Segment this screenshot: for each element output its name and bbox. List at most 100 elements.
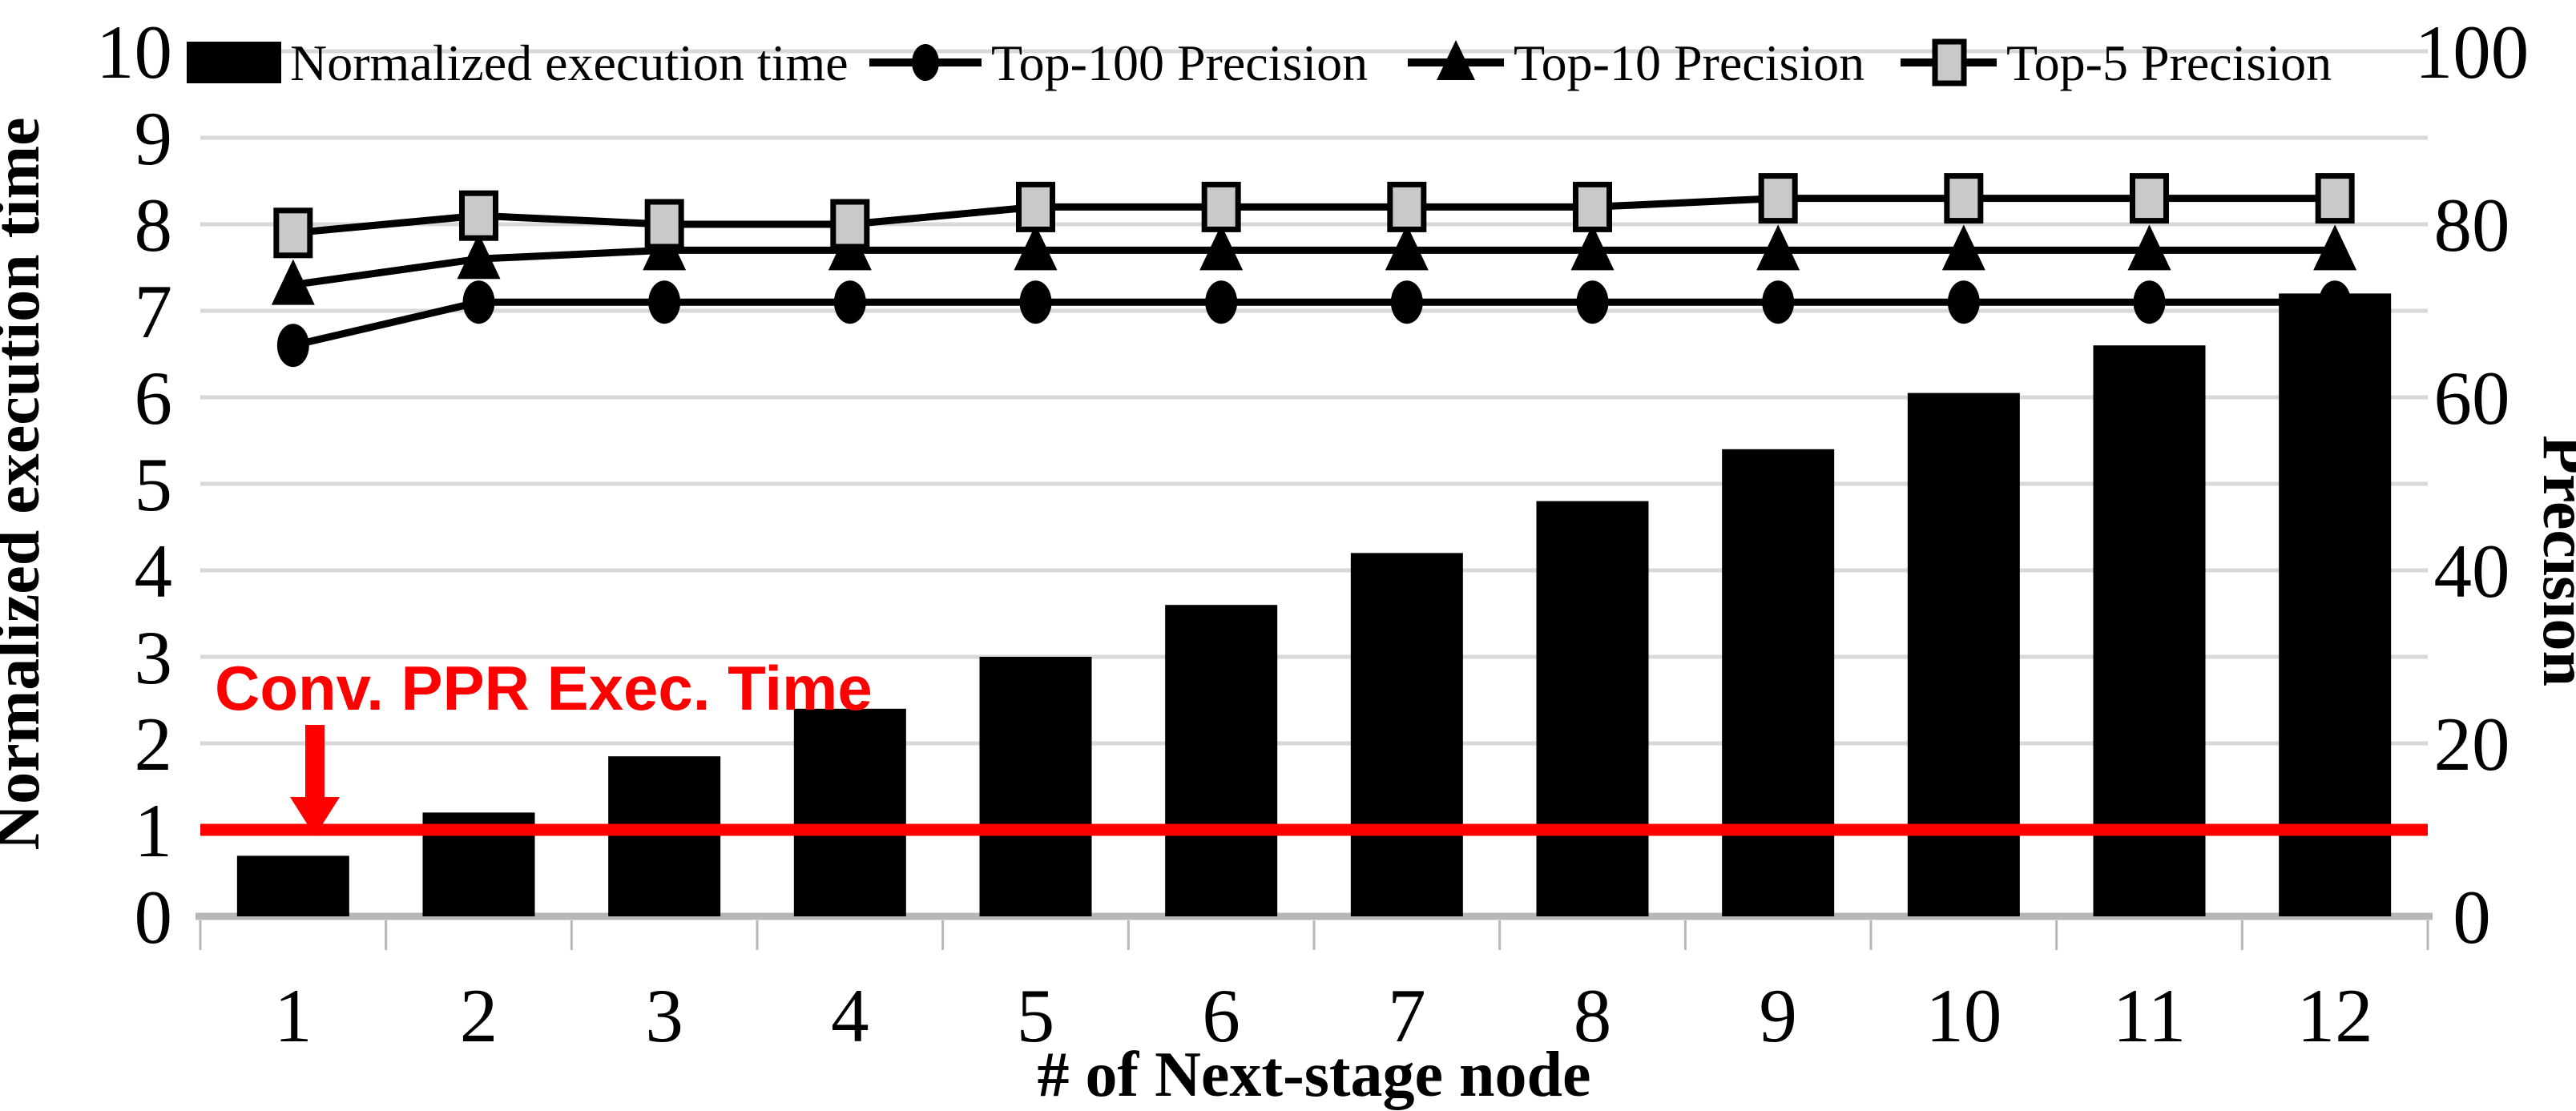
- legend: Normalized execution time Top-100 Precis…: [187, 34, 2332, 91]
- x-tick-label: 10: [1925, 973, 2002, 1058]
- left-y-tick-label: 6: [135, 356, 173, 441]
- series-line-square: [292, 195, 2336, 237]
- marker-square: [644, 199, 684, 250]
- bar-swatch-icon: [187, 42, 281, 83]
- left-y-tick-label: 1: [135, 788, 173, 873]
- bar: [2279, 293, 2392, 916]
- square-marker-icon: [1932, 38, 1967, 87]
- right-y-tick-label: 100: [2415, 10, 2530, 95]
- legend-label: Top-10 Precision: [1514, 34, 1864, 91]
- reference-annotation-label: Conv. PPR Exec. Time: [215, 653, 873, 723]
- marker-square: [459, 190, 498, 241]
- marker-circle: [1205, 280, 1238, 324]
- marker-square: [830, 199, 870, 250]
- marker-circle: [2133, 280, 2166, 324]
- bar: [1165, 605, 1278, 916]
- marker-triangle: [1570, 224, 1615, 271]
- left-y-tick-label: 5: [135, 442, 173, 527]
- marker-square: [1573, 181, 1612, 232]
- bar: [979, 657, 1092, 916]
- marker-triangle: [1756, 224, 1800, 271]
- marker-circle: [833, 280, 866, 324]
- marker-triangle: [2127, 224, 2171, 271]
- x-tick-label: 9: [1759, 973, 1797, 1058]
- gridline-layer: [196, 49, 2433, 950]
- marker-square: [1758, 173, 1798, 224]
- left-y-tick-label: 0: [135, 875, 173, 960]
- marker-square: [273, 207, 313, 259]
- marker-circle: [276, 324, 309, 368]
- bar: [608, 756, 721, 916]
- legend-label: Top-5 Precision: [2006, 34, 2332, 91]
- bar: [1350, 553, 1463, 916]
- left-y-tick-label: 3: [135, 615, 173, 700]
- series-line-circle: [292, 298, 2336, 349]
- x-tick-label: 6: [1202, 973, 1240, 1058]
- x-tick-label: 4: [831, 973, 869, 1058]
- marker-triangle: [1199, 224, 1244, 271]
- legend-item-top-100-precision: Top-100 Precision: [869, 34, 1368, 91]
- left-y-tick-label: 9: [135, 96, 173, 181]
- marker-triangle: [1014, 224, 1058, 271]
- left-y-tick-label: 2: [135, 702, 173, 787]
- right-y-tick-label: 20: [2434, 702, 2510, 787]
- x-axis-title: # of Next-stage node: [1038, 1040, 1591, 1110]
- left-axis-title: Normalized execution time: [0, 117, 53, 850]
- marker-square: [2130, 173, 2169, 224]
- marker-square: [2315, 173, 2355, 224]
- right-y-tick-label: 60: [2434, 356, 2510, 441]
- legend-item-normalized-execution-time: Normalized execution time: [187, 34, 849, 91]
- marker-circle: [1576, 280, 1609, 324]
- marker-triangle: [1941, 224, 1985, 271]
- bar: [2093, 345, 2206, 916]
- marker-circle: [1947, 280, 1980, 324]
- bar: [1722, 449, 1835, 916]
- right-y-tick-label: 0: [2453, 875, 2491, 960]
- x-tick-label: 7: [1388, 973, 1426, 1058]
- x-tick-label: 12: [2297, 973, 2373, 1058]
- marker-square: [1201, 181, 1241, 232]
- legend-item-top-5-precision: Top-5 Precision: [1901, 34, 2332, 91]
- marker-triangle: [1385, 224, 1429, 271]
- marker-square: [1944, 173, 1984, 224]
- line-series-layer: [271, 173, 2357, 368]
- x-tick-label: 2: [460, 973, 498, 1058]
- left-y-tick-label: 4: [135, 529, 173, 614]
- marker-circle: [1762, 280, 1795, 324]
- marker-square: [1016, 181, 1055, 232]
- legend-item-top-10-precision: Top-10 Precision: [1408, 34, 1864, 91]
- down-arrow-head-icon: [290, 797, 340, 836]
- legend-label: Top-100 Precision: [991, 34, 1368, 91]
- marker-circle: [462, 280, 495, 324]
- marker-square: [1387, 181, 1427, 232]
- marker-triangle: [457, 233, 501, 280]
- triangle-marker-icon: [1437, 40, 1475, 80]
- bar: [236, 855, 349, 916]
- bar: [1907, 392, 2020, 917]
- reference-annotation: Conv. PPR Exec. Time: [215, 653, 873, 836]
- bar: [793, 708, 906, 916]
- right-y-tick-label: 80: [2434, 183, 2510, 268]
- marker-triangle: [271, 259, 315, 305]
- marker-circle: [2319, 280, 2352, 324]
- x-tick-label: 11: [2113, 973, 2186, 1058]
- legend-label: Normalized execution time: [290, 34, 849, 91]
- bar: [1536, 501, 1649, 916]
- x-tick-label: 5: [1017, 973, 1055, 1058]
- marker-circle: [648, 280, 681, 324]
- x-tick-label: 8: [1574, 973, 1612, 1058]
- x-tick-label: 3: [645, 973, 683, 1058]
- marker-triangle: [2313, 224, 2357, 271]
- marker-circle: [1390, 280, 1423, 324]
- left-y-tick-label: 8: [135, 183, 173, 268]
- series-line-triangle: [292, 246, 2336, 289]
- circle-marker-icon: [912, 44, 939, 81]
- right-y-tick-label: 40: [2434, 529, 2510, 614]
- down-arrow-shaft-icon: [305, 725, 325, 799]
- left-y-tick-label: 7: [135, 269, 173, 354]
- left-y-tick-label: 10: [96, 10, 172, 95]
- bar-layer: [236, 293, 2392, 917]
